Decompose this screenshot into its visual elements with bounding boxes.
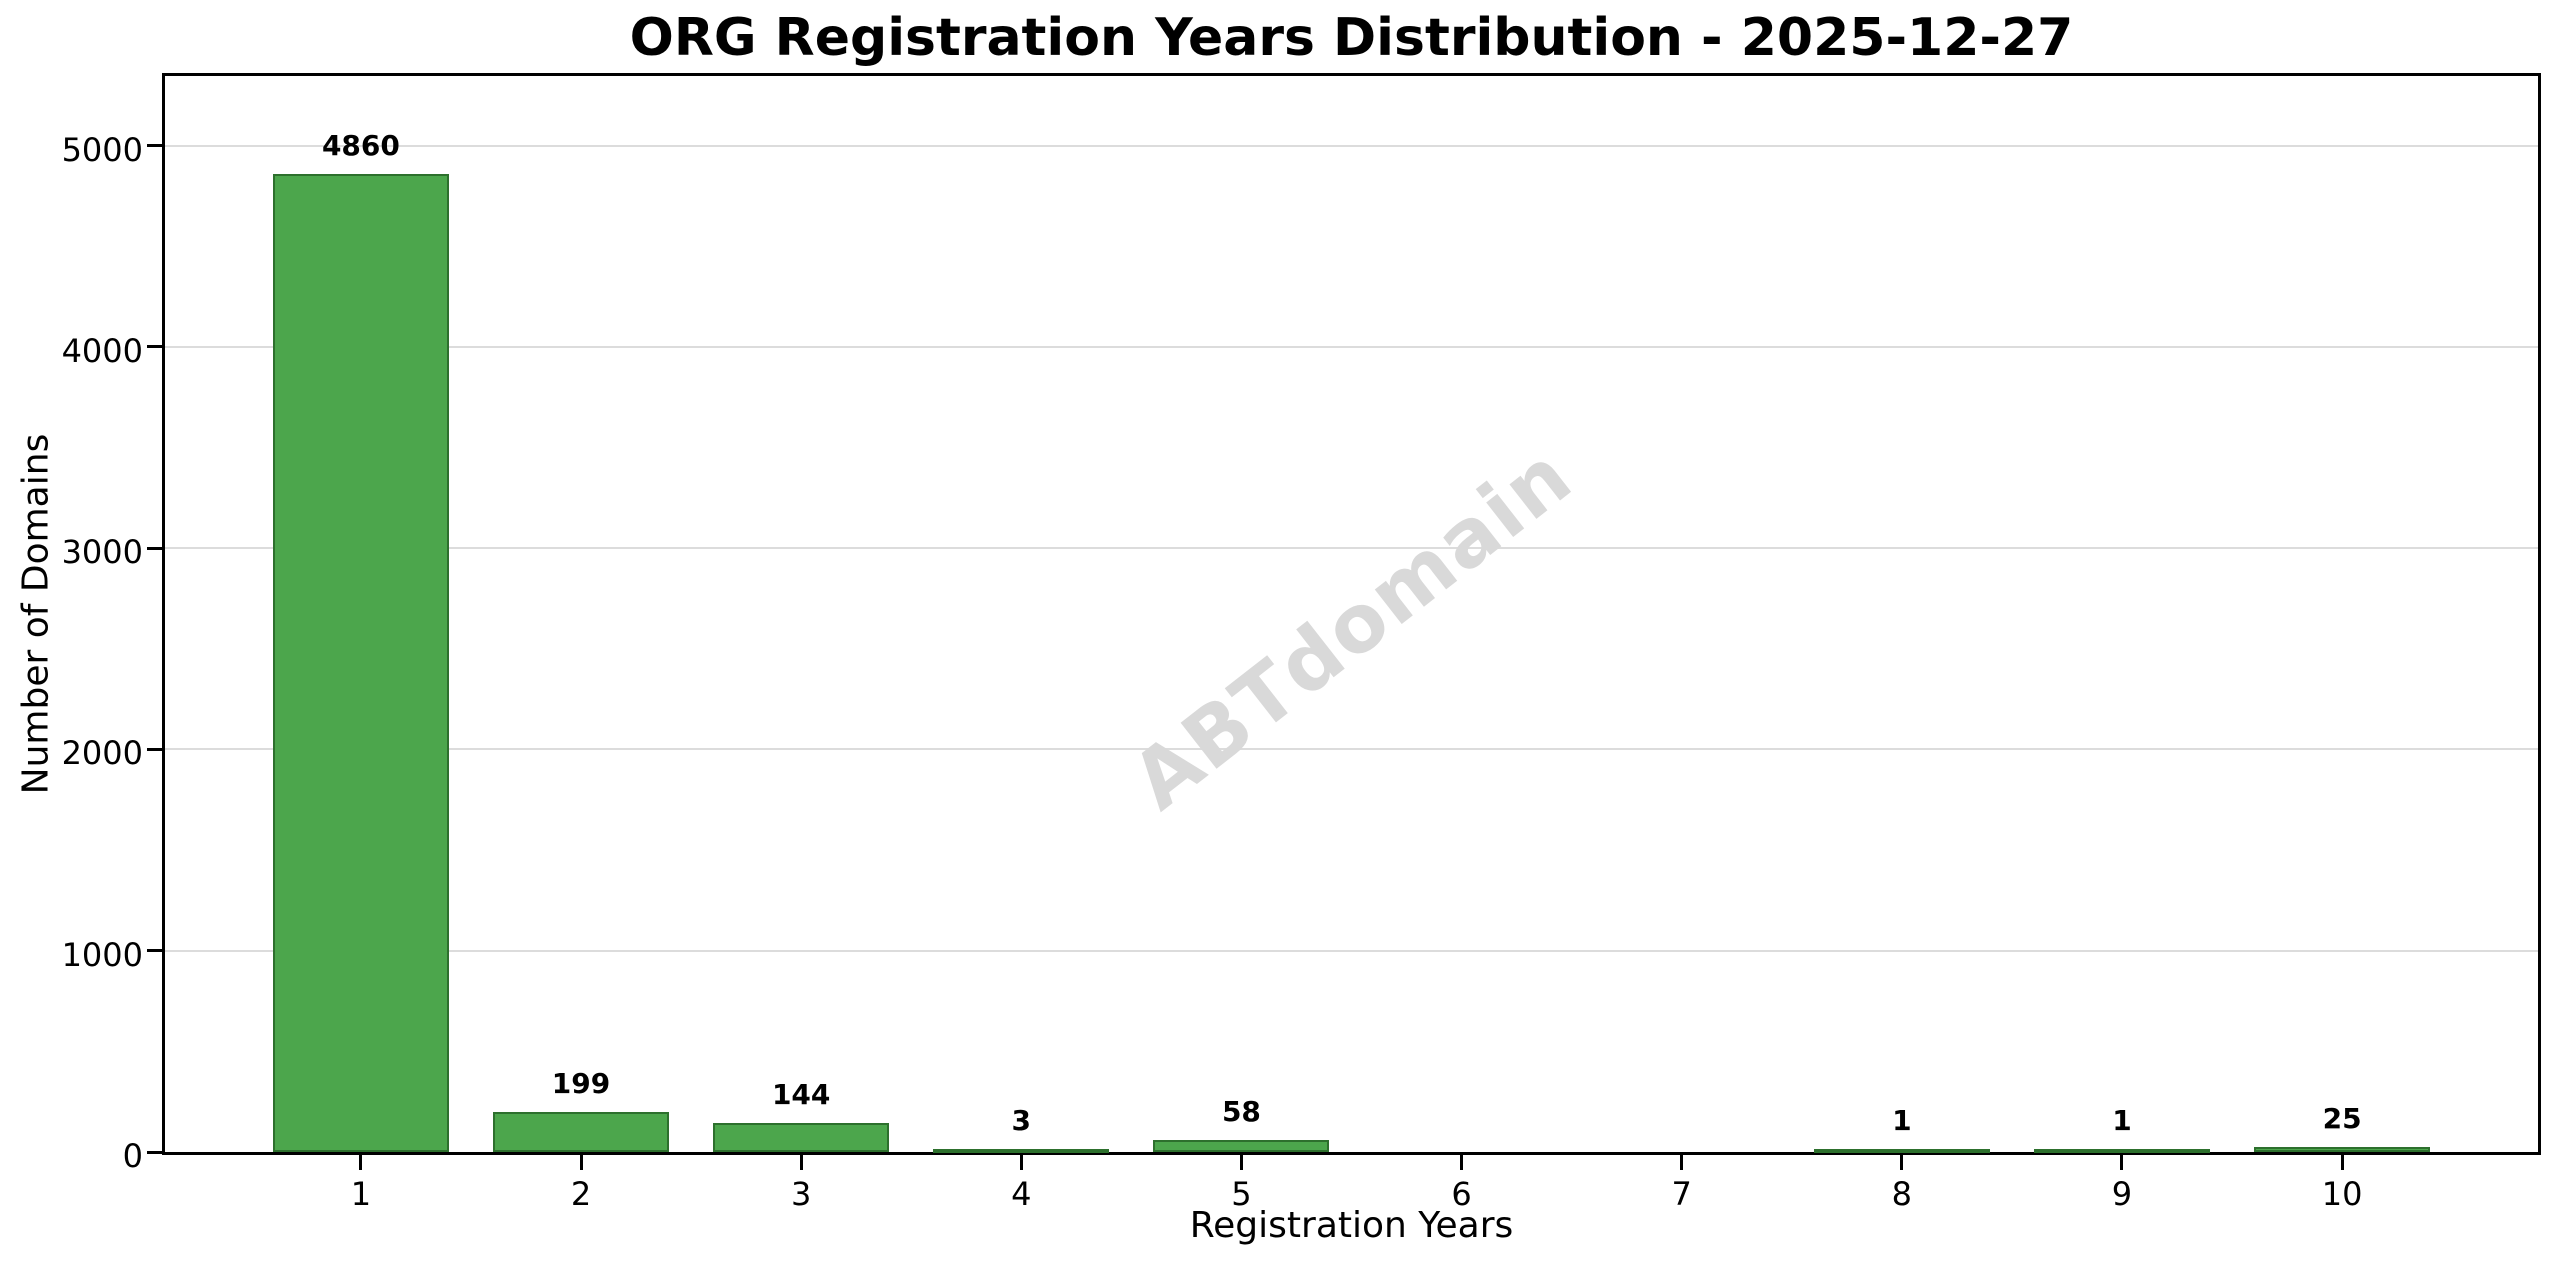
bar <box>2254 1146 2431 1152</box>
bar-value-label: 25 <box>2322 1101 2362 1135</box>
bar-value-label: 1 <box>1892 1104 1912 1137</box>
y-tick-mark <box>147 546 162 550</box>
x-tick-mark <box>1680 1155 1684 1170</box>
y-tick-label: 0 <box>122 1137 143 1175</box>
x-tick-mark <box>1900 1155 1904 1170</box>
bar <box>933 1149 1110 1153</box>
bar-value-label: 3 <box>1011 1104 1032 1137</box>
x-tick-label: 10 <box>2321 1175 2363 1213</box>
x-axis-label: Registration Years <box>1189 1205 1514 1246</box>
gridline <box>165 547 2538 550</box>
gridline <box>165 748 2538 751</box>
y-tick-label: 2000 <box>61 734 143 773</box>
y-tick-mark <box>147 345 162 349</box>
x-tick-mark <box>359 1155 363 1170</box>
plot-area <box>162 73 2541 1155</box>
chart-title: ORG Registration Years Distribution - 20… <box>629 8 2074 68</box>
bar <box>2033 1149 2210 1153</box>
gridline <box>165 144 2538 147</box>
gridline <box>165 345 2538 348</box>
y-tick-label: 1000 <box>61 935 143 974</box>
y-tick-label: 5000 <box>61 130 143 169</box>
x-tick-mark <box>1460 1155 1464 1170</box>
bar <box>713 1123 890 1152</box>
bar-value-label: 199 <box>551 1066 611 1100</box>
x-tick-label: 2 <box>570 1175 592 1213</box>
x-tick-mark <box>2340 1155 2344 1170</box>
bar-value-label: 1 <box>2112 1104 2132 1137</box>
x-tick-label: 4 <box>1011 1175 1032 1213</box>
x-tick-label: 7 <box>1671 1175 1692 1213</box>
bar <box>1813 1149 1990 1153</box>
x-tick-label: 9 <box>2111 1175 2133 1213</box>
bar-value-label: 144 <box>771 1078 831 1112</box>
gridline <box>165 949 2538 952</box>
x-tick-mark <box>1019 1155 1023 1170</box>
bar-value-label: 4860 <box>321 128 400 162</box>
bar <box>492 1111 670 1152</box>
bar <box>1153 1140 1330 1152</box>
x-tick-label: 6 <box>1451 1175 1472 1213</box>
x-tick-mark <box>799 1155 803 1170</box>
x-tick-mark <box>579 1155 583 1170</box>
bar <box>272 173 449 1152</box>
y-tick-mark <box>147 747 162 751</box>
bar-value-label: 58 <box>1221 1095 1261 1129</box>
x-tick-mark <box>1239 1155 1243 1170</box>
x-tick-label: 1 <box>350 1175 372 1213</box>
y-tick-label: 3000 <box>61 533 143 572</box>
x-tick-label: 8 <box>1891 1175 1912 1213</box>
x-tick-label: 3 <box>790 1175 812 1213</box>
y-tick-mark <box>147 144 162 148</box>
y-tick-mark <box>147 949 162 953</box>
x-tick-mark <box>2120 1155 2124 1170</box>
y-tick-label: 4000 <box>61 331 143 370</box>
y-tick-mark <box>147 1150 162 1154</box>
x-tick-label: 5 <box>1231 1175 1252 1213</box>
